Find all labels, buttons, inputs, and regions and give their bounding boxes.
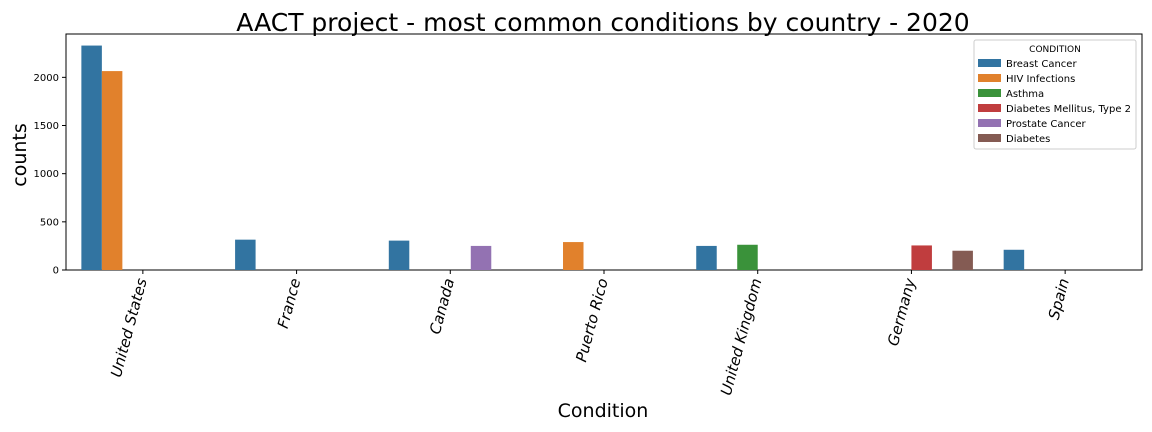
x-tick-label: France [274,276,305,330]
legend-swatch [978,74,1001,82]
bar [911,245,932,270]
x-tick-label: United States [107,276,151,379]
y-axis: 0 500 1000 1500 2000 [34,73,66,277]
bar-group [81,45,1025,271]
legend: CONDITION Breast Cancer HIV Infections Ast… [973,39,1137,150]
bar [563,242,584,270]
x-tick-label: Spain [1045,276,1073,321]
x-tick-label: Canada [426,276,458,336]
legend-swatch [978,119,1001,127]
legend-swatch [978,104,1001,112]
legend-title: CONDITION [1029,45,1081,55]
x-axis-label: Condition [558,400,649,422]
legend-label: Asthma [1006,89,1044,100]
bar [388,240,410,270]
chart-title: AACT project - most common conditions by… [236,8,969,37]
x-tick-label: Puerto Rico [572,276,612,364]
y-tick-label: 0 [53,266,59,277]
y-tick-label: 1500 [34,121,59,132]
bar [470,245,492,270]
bar [235,239,256,270]
legend-label: Diabetes Mellitus, Type 2 [1006,104,1131,115]
x-tick-label: Germany [884,275,920,348]
bar [101,71,123,270]
bar [737,244,758,270]
x-axis: United States France Canada Puerto Rico Unit… [107,270,1073,397]
bar [81,45,102,271]
legend-swatch [978,134,1001,142]
legend-label: Breast Cancer [1006,59,1077,70]
legend-label: Diabetes [1006,134,1050,145]
legend-label: HIV Infections [1006,74,1075,85]
legend-swatch [978,59,1001,67]
y-axis-label: counts [9,123,31,187]
bar [1003,249,1025,270]
x-tick-label: United Kingdom [717,276,766,397]
y-tick-label: 1000 [34,169,59,180]
legend-label: Prostate Cancer [1006,119,1086,130]
legend-box [973,39,1137,150]
bar [696,245,717,270]
y-tick-label: 500 [40,217,59,228]
legend-swatch [978,89,1001,97]
bar [952,250,973,270]
y-tick-label: 2000 [34,73,59,84]
